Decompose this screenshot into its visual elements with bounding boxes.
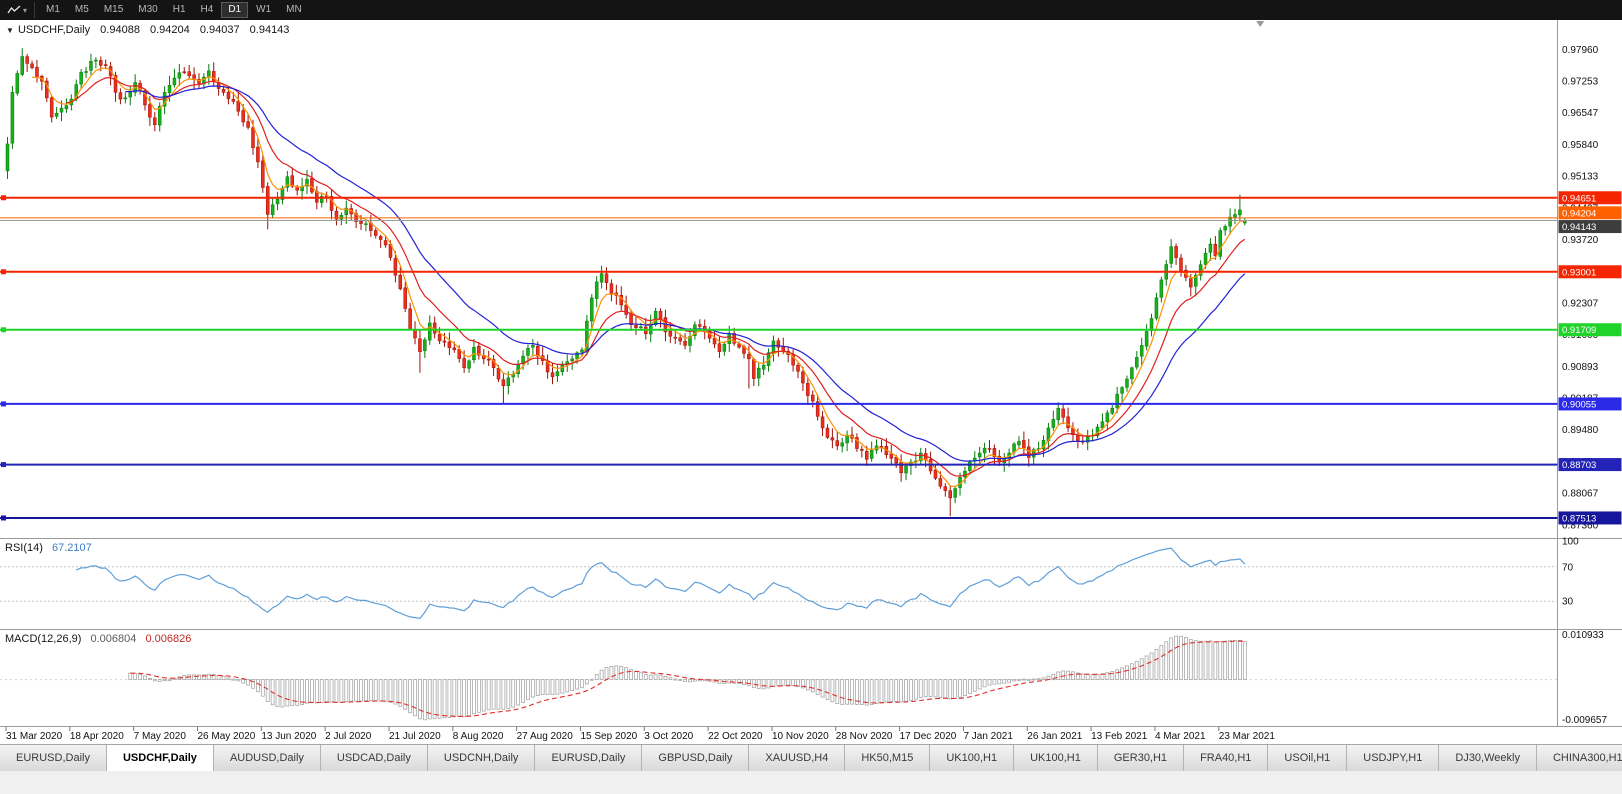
quote-high: 0.94204 <box>150 24 190 36</box>
timeframe-button-d1[interactable]: D1 <box>221 2 249 18</box>
svg-text:22 Oct 2020: 22 Oct 2020 <box>708 731 763 742</box>
svg-text:0.94651: 0.94651 <box>1562 193 1596 204</box>
chart-tab-xauusd-h4[interactable]: XAUUSD,H4 <box>749 745 846 771</box>
svg-text:0.94204: 0.94204 <box>1562 208 1596 219</box>
chart-tab-hk50-m15[interactable]: HK50,M15 <box>845 745 931 771</box>
svg-text:27 Aug 2020: 27 Aug 2020 <box>517 731 574 742</box>
chevron-down-icon: ▾ <box>23 5 28 15</box>
svg-text:0.96547: 0.96547 <box>1562 108 1599 119</box>
svg-text:0.97960: 0.97960 <box>1562 45 1599 56</box>
svg-text:2 Jul 2020: 2 Jul 2020 <box>325 731 372 742</box>
svg-text:0.87360: 0.87360 <box>1562 520 1599 531</box>
svg-text:30: 30 <box>1562 597 1574 608</box>
macd-value-signal: 0.006826 <box>145 633 192 645</box>
chart-tab-eurusd-daily[interactable]: EURUSD,Daily <box>0 745 107 771</box>
rsi-value: 67.2107 <box>51 542 92 554</box>
svg-text:3 Oct 2020: 3 Oct 2020 <box>644 731 693 742</box>
svg-text:18 Apr 2020: 18 Apr 2020 <box>70 731 124 742</box>
timeframe-button-m1[interactable]: M1 <box>46 4 60 15</box>
timeframe-button-h4[interactable]: H4 <box>200 4 214 15</box>
svg-text:100: 100 <box>1562 537 1579 548</box>
svg-text:0.87513: 0.87513 <box>1562 513 1596 524</box>
chart-tab-dj30-weekly[interactable]: DJ30,Weekly <box>1439 745 1537 771</box>
svg-text:0.95133: 0.95133 <box>1562 172 1599 183</box>
quote-low: 0.94037 <box>199 24 240 36</box>
svg-text:31 Mar 2020: 31 Mar 2020 <box>6 731 63 742</box>
svg-text:0.90893: 0.90893 <box>1562 362 1599 373</box>
svg-text:0.88067: 0.88067 <box>1562 489 1599 500</box>
chart-tabs-bar: EURUSD,Daily USDCHF,Daily AUDUSD,Daily USDC… <box>0 744 1622 771</box>
chart-tab-eurusd-daily[interactable]: EURUSD,Daily <box>535 745 643 771</box>
symbol-timeframe-label: USDCHF,Daily <box>17 24 91 36</box>
svg-text:0.95840: 0.95840 <box>1562 140 1599 151</box>
timeframe-button-m15[interactable]: M15 <box>103 4 124 15</box>
svg-text:-0.009657: -0.009657 <box>1562 715 1607 726</box>
timeframe-toolbar: ▾ M1 M5 M15 M30 H1 H4 D1 W1 MN <box>0 0 1622 20</box>
rsi-name: RSI(14) <box>5 542 43 554</box>
quote-close: 0.94143 <box>249 24 290 36</box>
svg-text:0.88703: 0.88703 <box>1562 460 1596 471</box>
macd-name: MACD(12,26,9) <box>5 633 82 645</box>
timeframe-button-m30[interactable]: M30 <box>138 4 158 15</box>
timeframe-button-mn[interactable]: MN <box>286 4 302 15</box>
chart-tab-uk100-h1[interactable]: UK100,H1 <box>930 745 1015 771</box>
svg-text:13 Feb 2021: 13 Feb 2021 <box>1091 731 1148 742</box>
chart-tab-gbpusd-daily[interactable]: GBPUSD,Daily <box>642 745 750 771</box>
chart-tab-usdchf-daily[interactable]: USDCHF,Daily <box>106 745 214 771</box>
chart-tab-china300-h1[interactable]: CHINA300,H1 <box>1536 745 1622 771</box>
svg-text:26 Jan 2021: 26 Jan 2021 <box>1027 731 1082 742</box>
chart-tab-ger30-h1[interactable]: GER30,H1 <box>1097 745 1185 771</box>
chart-area[interactable]: 0.979600.972530.965470.958400.951330.944… <box>0 20 1622 744</box>
svg-text:0.94143: 0.94143 <box>1562 222 1596 233</box>
timeframe-button-w1[interactable]: W1 <box>256 4 272 15</box>
svg-text:0.92307: 0.92307 <box>1562 298 1599 309</box>
macd-indicator-label: MACD(12,26,9) 0.006804 0.006826 <box>5 633 197 645</box>
svg-text:26 May 2020: 26 May 2020 <box>197 731 255 742</box>
svg-text:0.010933: 0.010933 <box>1562 630 1604 641</box>
svg-text:8 Aug 2020: 8 Aug 2020 <box>453 731 504 742</box>
rsi-indicator-label: RSI(14) 67.2107 <box>5 542 98 554</box>
chart-tab-usoil-h1[interactable]: USOil,H1 <box>1268 745 1348 771</box>
status-area <box>0 771 1622 794</box>
symbol-collapse-icon[interactable]: ▼ <box>6 26 14 35</box>
chart-canvas[interactable]: 0.979600.972530.965470.958400.951330.944… <box>0 20 1622 744</box>
svg-text:70: 70 <box>1562 562 1574 573</box>
chart-tab-fra40-h1[interactable]: FRA40,H1 <box>1184 745 1269 771</box>
svg-text:23 Mar 2021: 23 Mar 2021 <box>1219 731 1276 742</box>
svg-text:0.93001: 0.93001 <box>1562 267 1596 278</box>
svg-text:17 Dec 2020: 17 Dec 2020 <box>900 731 957 742</box>
timeframe-buttons: M1 M5 M15 M30 H1 H4 D1 W1 MN <box>39 2 310 18</box>
svg-text:7 Jan 2021: 7 Jan 2021 <box>963 731 1013 742</box>
chart-tab-audusd-daily[interactable]: AUDUSD,Daily <box>213 745 321 771</box>
svg-text:0.90055: 0.90055 <box>1562 399 1596 410</box>
svg-text:10 Nov 2020: 10 Nov 2020 <box>772 731 829 742</box>
svg-text:4 Mar 2021: 4 Mar 2021 <box>1155 731 1206 742</box>
macd-value-main: 0.006804 <box>90 633 137 645</box>
chart-ohlc-label: ▼ USDCHF,Daily 0.94088 0.94204 0.94037 0… <box>6 24 296 36</box>
chart-tab-usdcnh-daily[interactable]: USDCNH,Daily <box>427 745 536 771</box>
svg-text:21 Jul 2020: 21 Jul 2020 <box>389 731 441 742</box>
svg-text:0.91709: 0.91709 <box>1562 325 1596 336</box>
svg-text:7 May 2020: 7 May 2020 <box>134 731 187 742</box>
svg-text:13 Jun 2020: 13 Jun 2020 <box>261 731 316 742</box>
chart-tab-usdcad-daily[interactable]: USDCAD,Daily <box>320 745 428 771</box>
timeframe-button-m5[interactable]: M5 <box>74 4 89 15</box>
quote-open: 0.94088 <box>100 24 140 36</box>
chart-tab-uk100-h1[interactable]: UK100,H1 <box>1014 745 1098 771</box>
svg-text:0.89480: 0.89480 <box>1562 425 1599 436</box>
chart-cursor-icon[interactable]: ▾ <box>4 2 36 18</box>
timeframe-button-h1[interactable]: H1 <box>172 4 186 15</box>
line-chart-icon <box>7 5 21 14</box>
svg-text:0.93720: 0.93720 <box>1562 235 1599 246</box>
svg-text:15 Sep 2020: 15 Sep 2020 <box>580 731 637 742</box>
chart-tab-usdjpy-h1[interactable]: USDJPY,H1 <box>1347 745 1440 771</box>
svg-text:0.97253: 0.97253 <box>1562 77 1599 88</box>
svg-text:28 Nov 2020: 28 Nov 2020 <box>836 731 893 742</box>
